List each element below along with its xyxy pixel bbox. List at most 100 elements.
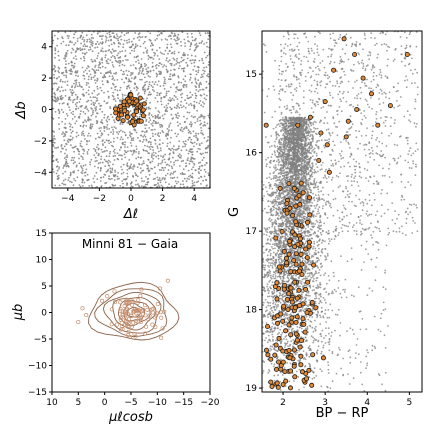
field-star: [103, 74, 106, 76]
field-star: [203, 97, 206, 100]
field-star: [121, 50, 124, 52]
field-star: [65, 63, 67, 65]
field-star: [318, 121, 321, 124]
field-star: [170, 185, 173, 188]
field-star: [129, 110, 132, 112]
field-star: [72, 99, 75, 102]
field-star: [62, 97, 64, 99]
sky-x-ticks: −4 −2 0 2 4: [61, 188, 197, 204]
field-star: [94, 66, 96, 68]
pm-point: [139, 287, 144, 292]
field-star: [83, 94, 85, 97]
field-star: [114, 174, 117, 176]
field-star: [345, 131, 348, 134]
field-star: [163, 158, 166, 161]
field-star: [177, 51, 180, 54]
field-star: [64, 162, 67, 165]
field-star: [322, 48, 325, 51]
field-star: [119, 138, 122, 141]
field-star: [196, 66, 199, 68]
field-star: [370, 146, 373, 149]
field-star: [353, 333, 355, 335]
field-star: [316, 260, 318, 263]
field-star: [133, 56, 136, 58]
field-star: [184, 42, 187, 45]
field-star: [125, 177, 128, 180]
field-star: [157, 182, 159, 185]
field-star: [117, 37, 119, 40]
field-star: [188, 104, 190, 106]
field-star: [110, 35, 112, 38]
field-star: [371, 344, 374, 347]
field-star: [415, 204, 417, 207]
field-star: [177, 155, 180, 157]
field-star: [107, 164, 110, 167]
field-star: [81, 145, 83, 148]
field-star: [208, 174, 210, 177]
field-star: [315, 154, 318, 157]
field-star: [71, 94, 73, 97]
field-star: [79, 124, 82, 127]
field-star: [144, 83, 147, 86]
field-star: [169, 106, 172, 109]
field-star: [77, 134, 80, 137]
pm-outlier-point: [99, 298, 105, 303]
field-star: [114, 86, 116, 88]
field-star: [200, 169, 202, 172]
field-star: [280, 79, 283, 82]
field-star: [199, 116, 202, 118]
field-star: [150, 143, 152, 146]
field-star: [94, 72, 96, 74]
field-star: [97, 136, 100, 139]
field-star: [119, 122, 122, 124]
field-star: [188, 175, 190, 178]
field-star: [70, 73, 73, 75]
field-star: [148, 117, 151, 119]
field-star: [164, 153, 167, 156]
field-star: [68, 98, 70, 101]
field-star: [53, 96, 56, 98]
field-star: [190, 115, 193, 117]
field-star: [80, 57, 82, 60]
field-star: [200, 76, 203, 79]
field-star: [145, 68, 148, 70]
field-star: [157, 122, 160, 124]
field-star: [64, 178, 67, 181]
field-star: [78, 117, 81, 119]
field-star: [278, 261, 281, 263]
field-star: [89, 161, 91, 164]
field-star: [197, 180, 200, 183]
field-star: [65, 70, 67, 72]
field-star: [96, 94, 99, 96]
field-star: [192, 69, 195, 71]
field-star: [90, 33, 93, 36]
field-star: [76, 40, 79, 43]
field-star: [149, 102, 151, 104]
field-star: [63, 145, 66, 148]
field-star: [198, 177, 200, 180]
field-star: [90, 158, 93, 161]
field-star: [86, 179, 88, 182]
field-star: [119, 56, 122, 58]
field-star: [180, 126, 183, 129]
field-star: [161, 114, 164, 117]
field-star: [102, 50, 104, 53]
field-star: [117, 45, 120, 48]
field-star: [195, 94, 198, 97]
field-star: [57, 98, 60, 100]
field-star: [162, 142, 164, 145]
field-star: [110, 131, 112, 134]
field-star: [415, 45, 418, 48]
field-star: [201, 159, 204, 162]
field-star: [115, 127, 117, 130]
field-star: [147, 178, 150, 180]
pm-members: [105, 287, 167, 340]
cluster-member: [125, 114, 131, 120]
field-star: [118, 177, 120, 180]
field-star: [181, 92, 184, 95]
field-star: [63, 74, 65, 77]
field-star: [165, 92, 168, 95]
field-star: [67, 37, 70, 39]
field-star: [152, 149, 155, 151]
field-star: [158, 92, 161, 95]
